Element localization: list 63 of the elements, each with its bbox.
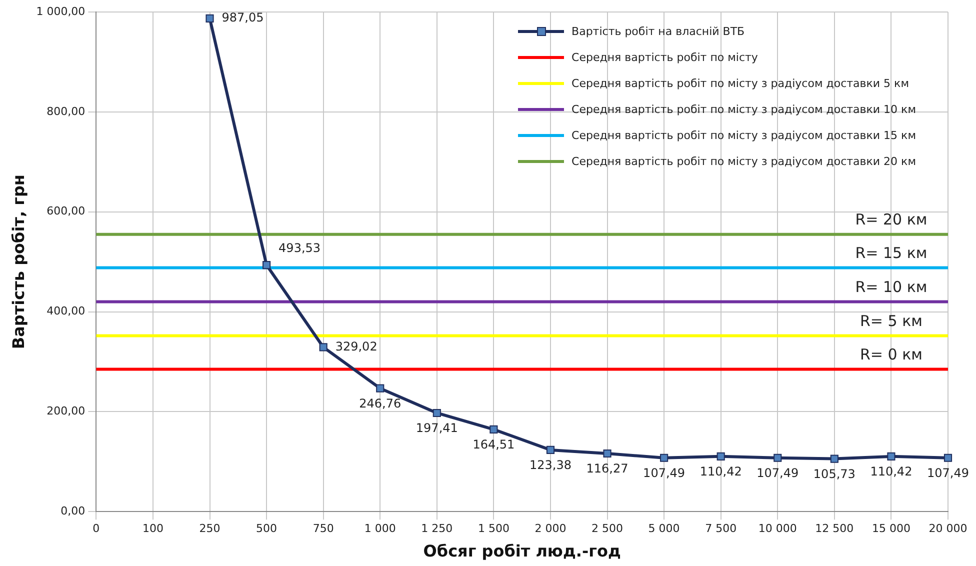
data-label: 987,05: [222, 10, 264, 25]
x-tick-label: 250: [199, 522, 220, 536]
point: [887, 452, 896, 460]
y-tick-label: 800,00: [46, 104, 86, 118]
data-label: 197,41: [416, 421, 458, 436]
x-tick-label: 10 000: [758, 522, 797, 536]
x-tick-label: 750: [312, 522, 334, 536]
x-tick-label: 20 000: [928, 522, 968, 536]
x-tick-label: 1 250: [421, 522, 453, 536]
annotation: R= 0 км: [860, 346, 922, 364]
point: [603, 449, 612, 458]
data-label: 493,53: [278, 241, 321, 256]
x-tick-label: 0: [92, 522, 100, 536]
x-tick-label: 2 500: [592, 522, 624, 536]
y-axis-title: Вартість робіт, грн: [8, 174, 28, 350]
legend-label: Вартість робіт на власній ВТБ: [572, 24, 745, 38]
x-tick-label: 1 000: [364, 522, 396, 536]
y-tick-label: 0,00: [60, 504, 86, 518]
point: [716, 452, 725, 460]
point: [774, 454, 782, 462]
y-tick-label: 600,00: [46, 204, 86, 218]
x-tick-label: 500: [256, 522, 278, 536]
x-axis-title: Обсяг робіт люд.-год: [423, 542, 621, 561]
point: [944, 454, 952, 462]
y-tick-label: 1 000,00: [36, 4, 86, 18]
data-label: 110,42: [700, 464, 742, 479]
x-tick-label: 5 000: [648, 522, 680, 536]
point: [262, 260, 271, 270]
annotation: R= 5 км: [860, 312, 922, 330]
point: [660, 454, 668, 462]
annotation: R= 15 км: [855, 244, 928, 262]
data-label: 107,49: [927, 466, 969, 480]
point: [376, 384, 384, 392]
x-tick-label: 1 500: [478, 522, 510, 536]
data-label: 246,76: [359, 396, 402, 410]
data-label: 329,02: [335, 339, 378, 354]
legend-label: Середня вартість робіт по місту з радіусом доставки 5 км: [572, 76, 909, 90]
data-label: 116,27: [586, 462, 628, 476]
annotation: R= 10 км: [855, 278, 928, 296]
x-tick-label: 15 000: [872, 522, 910, 536]
annotation: R= 20 км: [855, 210, 928, 229]
point: [432, 408, 441, 418]
data-label: 107,49: [756, 466, 799, 480]
point: [830, 454, 838, 463]
legend-label: Середня вартість робіт по місту: [572, 50, 758, 64]
legend-label: Середня вартість робіт по місту з радіусом доставки 20 км: [572, 154, 916, 168]
x-tick-label: 100: [142, 522, 164, 536]
legend-label: Середня вартість робіт по місту з радіусом доставки 10 км: [572, 102, 916, 116]
point: [206, 14, 214, 23]
point: [546, 446, 555, 454]
data-label: 164,51: [472, 438, 515, 452]
data-label: 105,73: [813, 466, 856, 481]
x-tick-label: 12 500: [815, 522, 854, 536]
legend-label: Середня вартість робіт по місту з радіусом доставки 15 км: [572, 128, 916, 142]
y-tick-label: 200,00: [46, 404, 86, 418]
point: [319, 343, 328, 352]
data-label: 107,49: [643, 466, 686, 480]
y-tick-label: 400,00: [46, 304, 86, 318]
point: [490, 425, 498, 434]
x-tick-label: 2 000: [534, 522, 566, 536]
x-tick-label: 7 500: [705, 522, 737, 536]
data-label: 123,38: [529, 458, 572, 472]
data-label: 110,42: [870, 464, 912, 479]
